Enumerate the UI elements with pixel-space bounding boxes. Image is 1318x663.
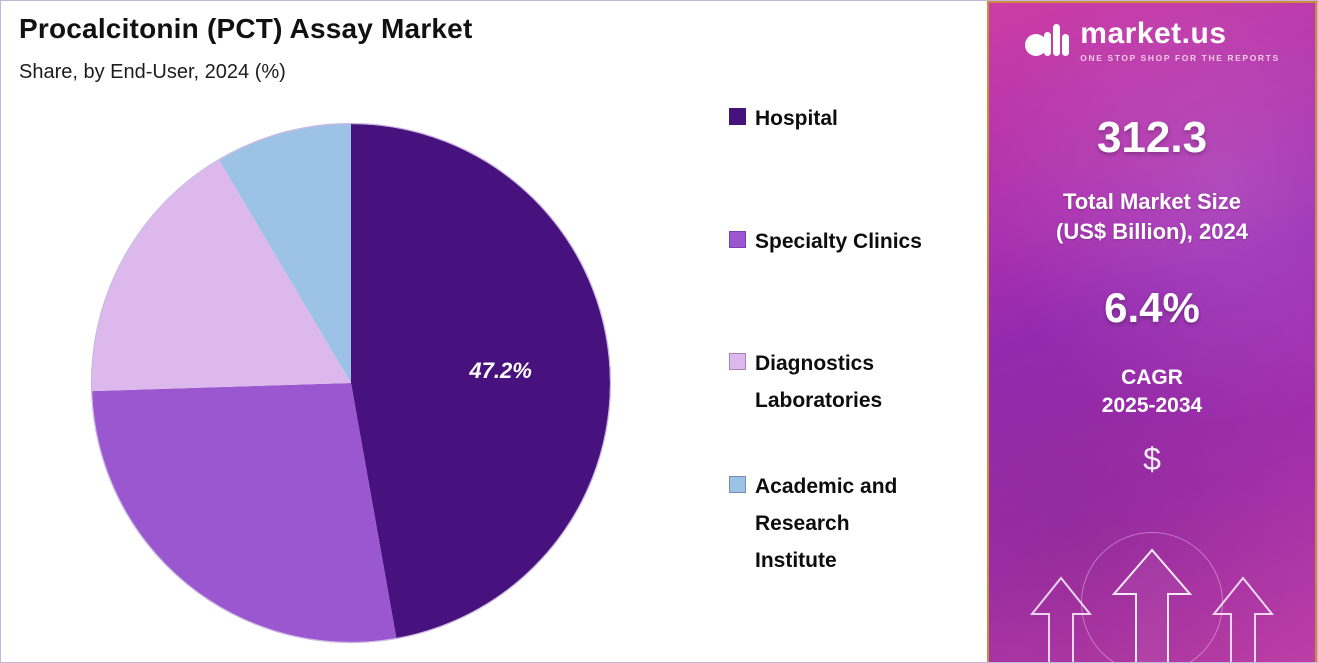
chart-subtitle: Share, by End-User, 2024 (%) <box>19 61 286 83</box>
legend-item: Hospital <box>729 101 838 138</box>
dollar-icon: $ <box>1143 440 1161 477</box>
pie-slice-academic-and-research-institute <box>219 124 351 383</box>
marketus-logo-icon <box>1024 20 1070 63</box>
cagr-value: 6.4% <box>1104 284 1200 332</box>
growth-arrows <box>1028 548 1276 662</box>
legend-item: Diagnostics Laboratories <box>729 346 882 420</box>
chart-panel: Procalcitonin (PCT) Assay Market Share, … <box>1 1 987 662</box>
pie-slice-diagnostics-laboratories <box>92 160 352 392</box>
sidebar: market.us ONE STOP SHOP FOR THE REPORTS … <box>987 1 1317 662</box>
market-size-value: 312.3 <box>1096 113 1208 162</box>
market-size-label-line2: (US$ Billion), 2024 <box>1056 218 1248 244</box>
brand-text: market.us ONE STOP SHOP FOR THE REPORTS <box>1080 17 1280 64</box>
legend: Hospital Specialty Clinics Diagnostics Lab… <box>729 101 981 641</box>
legend-label: Hospital <box>755 107 838 130</box>
market-size-label-line1: Total Market Size <box>1062 189 1242 214</box>
legend-label: Specialty Clinics <box>755 230 922 253</box>
legend-swatch <box>729 231 746 248</box>
cagr-label-line1: CAGR <box>1121 366 1183 390</box>
legend-label: Diagnostics Laboratories <box>755 352 883 412</box>
pie-slice-specialty-clinics <box>92 383 397 642</box>
market-size-label: Total Market Size (US$ Billion), 2024 <box>1056 187 1248 246</box>
chart-title: Procalcitonin (PCT) Assay Market <box>19 13 473 44</box>
legend-label: Academic and Research Institute <box>755 475 898 572</box>
legend-swatch <box>729 108 746 125</box>
cagr-label: CAGR 2025-2034 <box>1102 364 1202 419</box>
brand-name: market.us <box>1080 17 1227 50</box>
pie-outline <box>90 122 612 644</box>
legend-item: Academic and Research Institute <box>729 469 897 579</box>
up-arrow-icon <box>1211 576 1275 662</box>
coin-circle-decoration <box>1081 532 1223 662</box>
up-arrow-icon <box>1111 548 1193 662</box>
legend-swatch <box>729 476 746 493</box>
pie-chart: 47.2% <box>90 122 612 644</box>
legend-item: Specialty Clinics <box>729 224 922 261</box>
pie-slice-hospital <box>351 124 610 638</box>
brand-tagline: ONE STOP SHOP FOR THE REPORTS <box>1080 53 1280 63</box>
pie-data-label: 47.2% <box>468 358 531 383</box>
cagr-label-line2: 2025-2034 <box>1101 393 1203 417</box>
up-arrow-icon <box>1029 576 1093 662</box>
brand: market.us ONE STOP SHOP FOR THE REPORTS <box>1024 19 1279 63</box>
legend-swatch <box>729 353 746 370</box>
